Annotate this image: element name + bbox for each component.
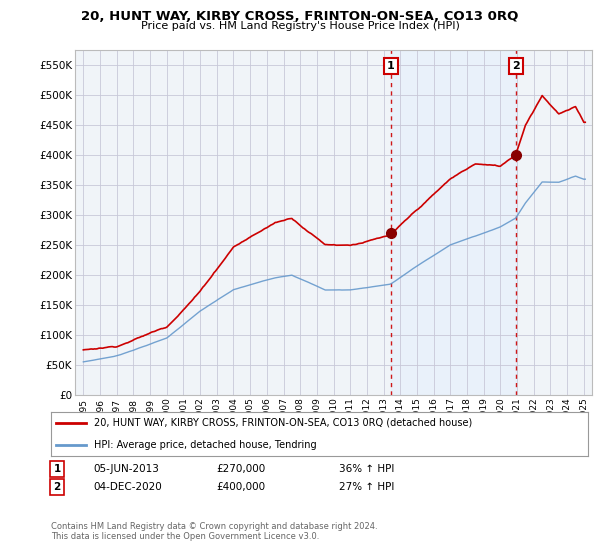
Text: 1: 1 [53,464,61,474]
Text: Price paid vs. HM Land Registry's House Price Index (HPI): Price paid vs. HM Land Registry's House … [140,21,460,31]
Bar [391,50,516,395]
Text: Contains HM Land Registry data © Crown copyright and database right 2024.
This d: Contains HM Land Registry data © Crown c… [51,522,377,542]
Text: 36% ↑ HPI: 36% ↑ HPI [339,464,394,474]
Text: £400,000: £400,000 [216,482,265,492]
Text: 2: 2 [53,482,61,492]
Text: 27% ↑ HPI: 27% ↑ HPI [339,482,394,492]
Text: £270,000: £270,000 [216,464,265,474]
Text: 1: 1 [387,61,395,71]
Text: 04-DEC-2020: 04-DEC-2020 [93,482,162,492]
Text: HPI: Average price, detached house, Tendring: HPI: Average price, detached house, Tend… [94,440,317,450]
Text: 20, HUNT WAY, KIRBY CROSS, FRINTON-ON-SEA, CO13 0RQ: 20, HUNT WAY, KIRBY CROSS, FRINTON-ON-SE… [82,10,518,23]
Text: 20, HUNT WAY, KIRBY CROSS, FRINTON-ON-SEA, CO13 0RQ (detached house): 20, HUNT WAY, KIRBY CROSS, FRINTON-ON-SE… [94,418,472,428]
Text: 2: 2 [512,61,520,71]
Text: 05-JUN-2013: 05-JUN-2013 [93,464,159,474]
